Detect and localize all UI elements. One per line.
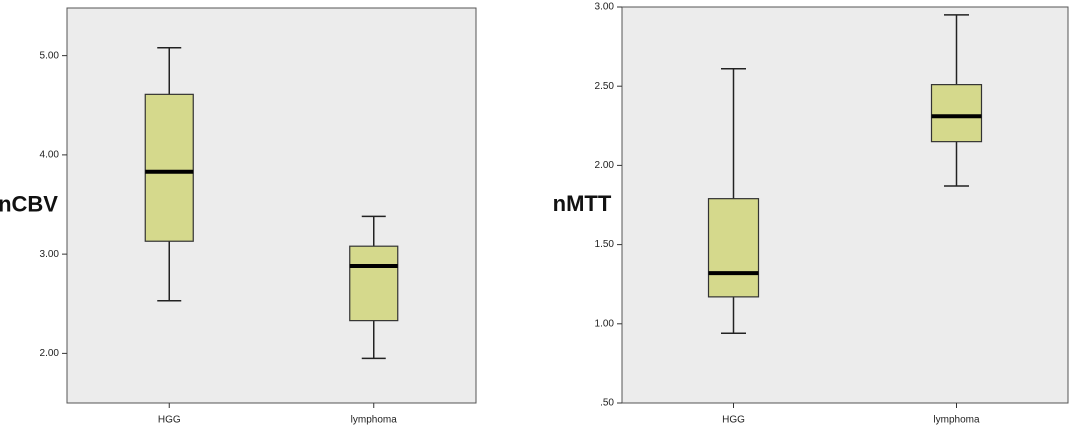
y-tick-label: 1.50	[595, 239, 615, 250]
x-tick-label: HGG	[722, 415, 745, 426]
y-tick-label: .50	[600, 398, 614, 409]
x-tick-label: HGG	[158, 415, 181, 426]
plot-area	[66, 7, 477, 404]
y-axis-label: nMTT	[553, 191, 612, 216]
y-tick-label: 2.50	[595, 81, 615, 92]
box	[144, 93, 194, 242]
plot-area	[621, 6, 1069, 404]
x-tick-label: lymphoma	[933, 415, 980, 426]
y-tick-label: 4.00	[40, 150, 60, 161]
x-tick-label: lymphoma	[351, 415, 398, 426]
y-axis-label: nCBV	[0, 191, 58, 216]
y-tick-label: 5.00	[40, 50, 60, 61]
box	[930, 84, 983, 143]
box	[349, 245, 399, 322]
y-tick-label: 3.00	[595, 2, 615, 13]
box	[707, 198, 760, 298]
y-tick-label: 2.00	[40, 348, 60, 359]
y-tick-label: 2.00	[595, 160, 615, 171]
y-tick-label: 1.00	[595, 318, 615, 329]
y-tick-label: 3.00	[40, 249, 60, 260]
